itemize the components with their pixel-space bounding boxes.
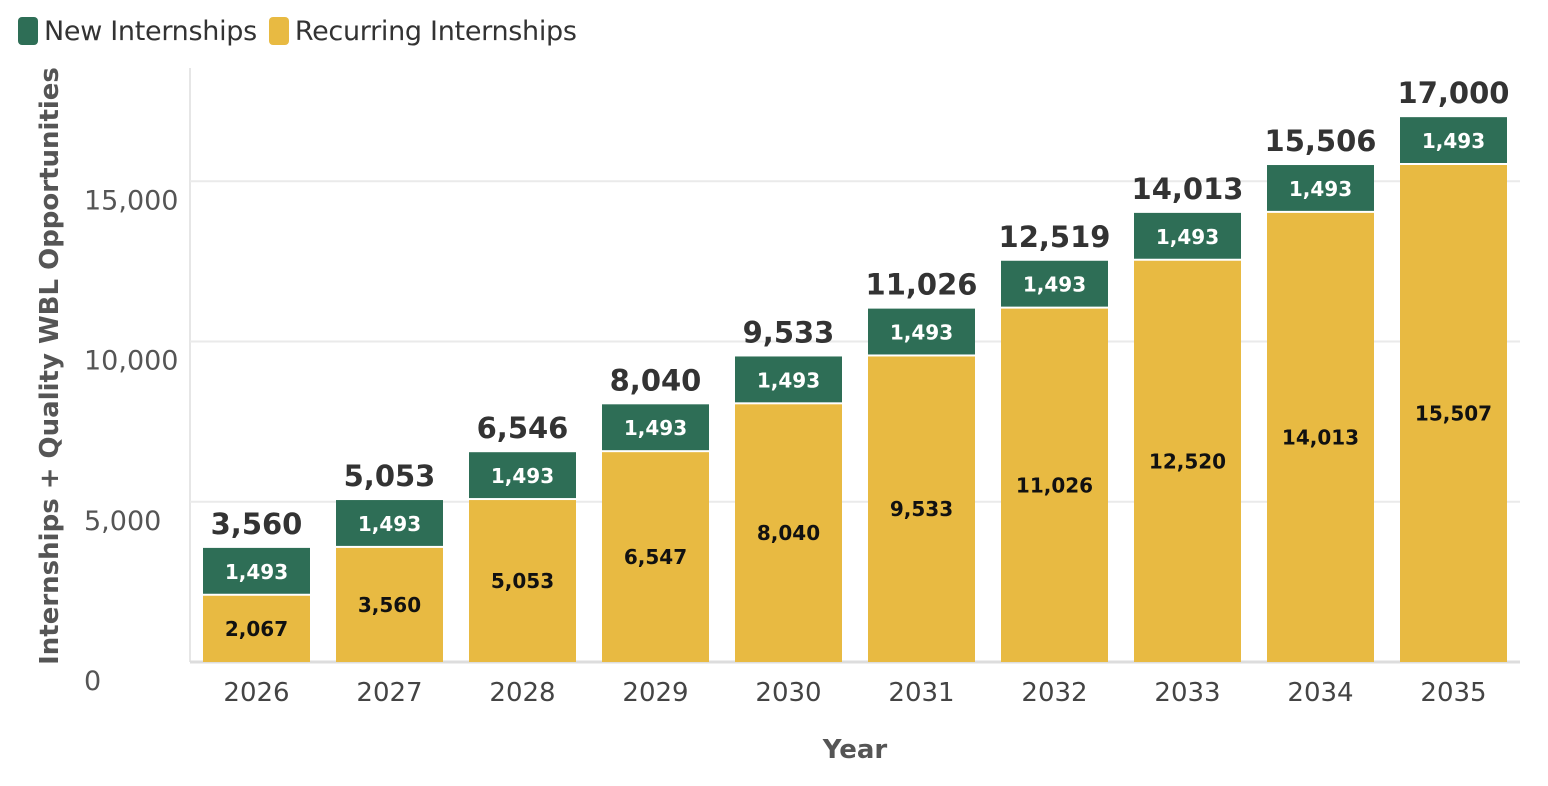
total-label: 3,560: [211, 507, 303, 541]
x-tick-label: 2035: [1420, 678, 1486, 708]
total-label: 11,026: [866, 268, 978, 302]
legend-swatch-new: [18, 17, 38, 45]
y-tick-label: 15,000: [84, 185, 178, 216]
bar-new: [203, 547, 310, 594]
bar-group-2034: 14,013 1,493 15,506: [1265, 124, 1377, 662]
bar-new: [735, 356, 842, 403]
bar-group-2029: 6,547 1,493 8,040: [602, 363, 709, 662]
bar-recurring: [1267, 212, 1374, 662]
legend-swatch-recurring: [268, 17, 289, 45]
data-label-new: 1,493: [890, 321, 953, 345]
bar-new: [1134, 212, 1241, 259]
total-label: 14,013: [1132, 172, 1244, 206]
bar-new: [1001, 260, 1108, 307]
data-label-recurring: 15,507: [1415, 402, 1492, 426]
total-label: 12,519: [999, 220, 1111, 254]
y-tick-label: 5,000: [84, 506, 161, 537]
legend-label-new: New Internships: [44, 15, 257, 47]
bar-recurring: [735, 404, 842, 662]
y-tick-label: 10,000: [84, 346, 178, 377]
total-label: 17,000: [1398, 76, 1510, 110]
data-label-recurring: 12,520: [1149, 449, 1226, 473]
bar-group-2026: 2,067 1,493 3,560: [203, 507, 310, 662]
data-label-recurring: 3,560: [358, 593, 421, 617]
data-label-new: 1,493: [358, 512, 421, 536]
bar-group-2028: 5,053 1,493 6,546: [469, 411, 576, 662]
x-tick-label: 2026: [223, 678, 289, 708]
x-tick-label: 2029: [622, 678, 688, 708]
x-tick-label: 2032: [1021, 678, 1087, 708]
y-tick-label: 0: [84, 666, 101, 697]
data-label-new: 1,493: [1156, 225, 1219, 249]
data-label-recurring: 2,067: [225, 617, 288, 641]
x-axis-title: Year: [822, 735, 888, 765]
bar-recurring: [469, 500, 576, 662]
bar-group-2035: 15,507 1,493 17,000: [1398, 76, 1510, 662]
data-label-recurring: 8,040: [757, 521, 820, 545]
data-label-recurring: 11,026: [1016, 473, 1093, 497]
bar-group-2031: 9,533 1,493 11,026: [866, 268, 978, 662]
bar-recurring: [602, 452, 709, 662]
data-label-new: 1,493: [225, 560, 288, 584]
data-label-new: 1,493: [1023, 273, 1086, 297]
x-tick-label: 2031: [888, 678, 954, 708]
bar-recurring: [203, 595, 310, 662]
data-label-recurring: 5,053: [491, 569, 554, 593]
x-axis-ticks: 2026 2027 2028 2029 2030 2031 2032 2033 2034 2035: [223, 678, 1486, 708]
bar-new: [602, 404, 709, 451]
legend-item-recurring: Recurring Internships: [268, 15, 577, 47]
legend: New Internships Recurring Internships: [18, 14, 577, 48]
bar-group-2030: 8,040 1,493 9,533: [735, 315, 842, 662]
data-label-recurring: 6,547: [624, 545, 687, 569]
total-label: 8,040: [610, 363, 702, 397]
bar-new: [1400, 117, 1507, 164]
bar-new: [868, 308, 975, 355]
x-tick-label: 2033: [1154, 678, 1220, 708]
total-label: 6,546: [477, 411, 569, 445]
bar-recurring: [1134, 260, 1241, 662]
bar-recurring: [868, 356, 975, 662]
bar-recurring: [1001, 308, 1108, 662]
bar-recurring: [336, 547, 443, 662]
data-label-new: 1,493: [624, 416, 687, 440]
total-label: 5,053: [344, 459, 436, 493]
data-label-new: 1,493: [1289, 177, 1352, 201]
total-label: 15,506: [1265, 124, 1377, 158]
bar-recurring: [1400, 165, 1507, 662]
y-axis-ticks: 0 5,000 10,000 15,000: [84, 185, 178, 697]
data-label-new: 1,493: [757, 368, 820, 392]
legend-label-recurring: Recurring Internships: [294, 15, 577, 47]
bar-group-2032: 11,026 1,493 12,519: [999, 220, 1111, 662]
bar-new: [336, 500, 443, 546]
total-label: 9,533: [743, 315, 835, 349]
x-tick-label: 2028: [489, 678, 555, 708]
data-label-recurring: 9,533: [890, 497, 953, 521]
bar-new: [1267, 165, 1374, 211]
bar-new: [469, 452, 576, 499]
data-label-new: 1,493: [491, 464, 554, 488]
x-tick-label: 2034: [1287, 678, 1353, 708]
bar-group-2033: 12,520 1,493 14,013: [1132, 172, 1244, 662]
data-label-recurring: 14,013: [1282, 425, 1359, 449]
data-label-new: 1,493: [1422, 129, 1485, 153]
legend-item-new: New Internships: [18, 16, 257, 47]
bar-group-2027: 3,560 1,493 5,053: [336, 459, 443, 662]
x-tick-label: 2027: [356, 678, 422, 708]
x-tick-label: 2030: [755, 678, 821, 708]
bars: 2,067 1,493 3,560 3,560 1,493 5,053 5,053 1,493…: [203, 76, 1509, 662]
y-axis-title: Internships + Quality WBL Opportunities: [35, 67, 65, 665]
